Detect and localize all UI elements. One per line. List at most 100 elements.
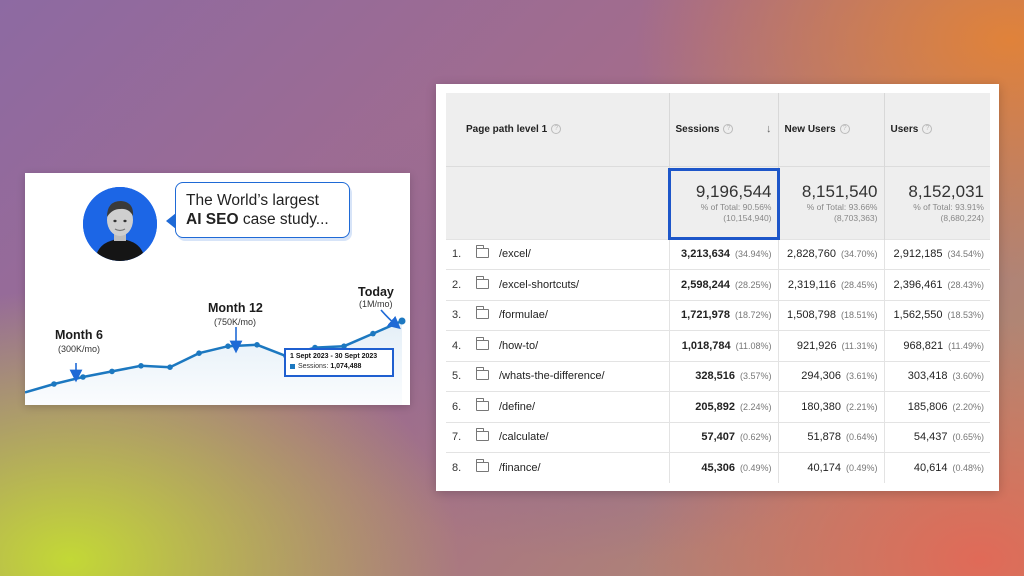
- sessions-percent: (34.94%): [734, 249, 772, 260]
- data-point: [51, 381, 57, 387]
- users-percent: (0.48%): [952, 463, 984, 473]
- table-row[interactable]: 3. /formulae/ 1,721,978 (18.72%) 1,508,798…: [446, 299, 990, 331]
- table-row[interactable]: 2. /excel-shortcuts/ 2,598,244 (28.25%) 2,…: [446, 269, 990, 300]
- page-path-link[interactable]: /formulae/: [499, 309, 548, 322]
- page-path-cell[interactable]: 8. /finance/: [446, 452, 670, 483]
- totals-new-users-cell: 8,151,540 % of Total: 93.66% (8,703,363): [778, 165, 885, 239]
- data-point: [80, 374, 86, 380]
- totals-users-overall: (8,680,224): [940, 212, 984, 223]
- sessions-cell: 1,018,784 (11.08%): [669, 330, 779, 361]
- table-row[interactable]: 4. /how-to/ 1,018,784 (11.08%) 921,926 (11.…: [446, 330, 990, 361]
- data-point: [370, 330, 376, 337]
- help-icon[interactable]: ?: [922, 124, 933, 135]
- sessions-value: 3,213,634: [681, 248, 730, 261]
- series-swatch-icon: [290, 363, 295, 369]
- table-row[interactable]: 1. /excel/ 3,213,634 (34.94%) 2,828,760 (34…: [446, 238, 990, 270]
- new-users-cell: 40,174 (0.49%): [778, 452, 885, 483]
- sessions-cell: 2,598,244 (28.25%): [669, 269, 779, 300]
- totals-new-users-overall: (8,703,363): [834, 212, 878, 223]
- month-12-value: (750K/mo): [214, 317, 257, 327]
- page-path-link[interactable]: /define/: [499, 400, 536, 413]
- page-path-table: Page path level 1? Sessions? ↓ New Users…: [446, 93, 990, 483]
- new-users-value: 2,828,760: [787, 248, 836, 261]
- sessions-percent: (2.24%): [739, 401, 772, 412]
- page-path-cell[interactable]: 7. /calculate/: [446, 421, 670, 453]
- row-index: 3.: [452, 309, 462, 322]
- new-users-percent: (34.70%): [840, 249, 878, 260]
- data-point: [398, 317, 406, 325]
- column-header-label: Sessions: [675, 123, 720, 135]
- sessions-value: 2,598,244: [681, 278, 730, 291]
- sessions-cell: 45,306 (0.49%): [669, 452, 779, 483]
- users-percent: (34.54%): [947, 249, 984, 260]
- data-point: [167, 364, 173, 370]
- page-path-link[interactable]: /calculate/: [499, 431, 549, 444]
- page-path-cell[interactable]: 5. /whats-the-difference/: [446, 360, 670, 392]
- table-row[interactable]: 8./finance/ 45,306 (0.49%) 40,174 (0.49%) …: [446, 452, 990, 483]
- data-point: [254, 342, 260, 348]
- users-value: 1,562,550: [893, 309, 943, 322]
- month-6-value: (300K/mo): [58, 344, 101, 354]
- help-icon[interactable]: ?: [839, 124, 850, 135]
- sessions-line: [25, 319, 403, 394]
- month-12-label: Month 12: [208, 301, 263, 315]
- data-point: [196, 350, 202, 356]
- new-users-value: 180,380: [801, 400, 841, 413]
- today-arrow: [380, 309, 401, 330]
- users-percent: (28.43%): [947, 279, 984, 290]
- users-cell: 185,806 (2.20%): [884, 391, 990, 422]
- totals-users-value: 8,152,031: [908, 181, 984, 201]
- folder-icon: [476, 306, 489, 320]
- column-header-page-path[interactable]: Page path level 1?: [446, 93, 670, 166]
- new-users-value: 2,319,116: [787, 278, 836, 291]
- page-path-cell[interactable]: 4. /how-to/: [446, 330, 670, 361]
- sessions-cell: 205,892 (2.24%): [669, 391, 779, 422]
- page-path-link[interactable]: /excel-shortcuts/: [499, 278, 580, 291]
- users-value: 185,806: [907, 400, 948, 413]
- bubble-text-line2: AI SEO case study...: [186, 210, 339, 230]
- table-row[interactable]: 6. /define/ 205,892 (2.24%) 180,380 (2.21%)…: [446, 391, 990, 422]
- users-percent: (3.60%): [952, 371, 984, 382]
- help-icon[interactable]: ?: [551, 124, 562, 135]
- folder-icon: [476, 245, 489, 259]
- sessions-value: 328,516: [695, 370, 735, 383]
- page-path-cell[interactable]: 1. /excel/: [446, 238, 670, 270]
- table-row[interactable]: 7. /calculate/ 57,407 (0.62%) 51,878 (0.64%…: [446, 421, 990, 453]
- new-users-value: 921,926: [796, 339, 837, 352]
- users-value: 2,396,461: [893, 278, 943, 291]
- folder-icon: [476, 459, 489, 472]
- row-index: 7.: [452, 431, 462, 444]
- new-users-percent: (0.49%): [845, 463, 878, 473]
- sessions-percent: (18.72%): [734, 310, 772, 321]
- column-header-users[interactable]: Users?: [884, 93, 990, 166]
- table-row[interactable]: 5./whats-the-difference/ 328,516 (3.57%) …: [446, 360, 990, 392]
- column-header-label: Page path level 1: [466, 123, 548, 135]
- page-path-link[interactable]: /finance/: [499, 462, 541, 474]
- users-value: 968,821: [903, 339, 944, 352]
- column-header-sessions[interactable]: Sessions? ↓: [669, 93, 779, 166]
- page-path-cell[interactable]: 2. /excel-shortcuts/: [446, 269, 670, 300]
- folder-icon: [476, 367, 489, 381]
- new-users-percent: (3.61%): [845, 371, 878, 382]
- users-percent: (2.20%): [952, 401, 984, 412]
- column-header-new-users[interactable]: New Users?: [778, 93, 885, 166]
- page-path-link[interactable]: /excel/: [499, 248, 531, 261]
- tooltip-sessions-row: Sessions: 1,074,488: [290, 362, 388, 372]
- page-path-cell[interactable]: 3. /formulae/: [446, 299, 670, 331]
- page-path-cell[interactable]: 6. /define/: [446, 391, 670, 422]
- page-path-link[interactable]: /how-to/: [499, 339, 539, 352]
- totals-sessions-value: 9,196,544: [695, 181, 772, 201]
- analytics-table-panel: Page path level 1? Sessions? ↓ New Users…: [436, 84, 999, 491]
- column-header-label: Users: [890, 123, 919, 135]
- page-path-link[interactable]: /whats-the-difference/: [499, 370, 605, 383]
- new-users-cell: 180,380 (2.21%): [778, 391, 885, 422]
- sort-descending-icon[interactable]: ↓: [766, 123, 772, 135]
- users-cell: 303,418 (3.60%): [884, 360, 990, 392]
- totals-sessions-cell: 9,196,544 % of Total: 90.56% (10,154,940…: [667, 165, 780, 240]
- sessions-growth-chart: [25, 309, 406, 405]
- help-icon[interactable]: ?: [723, 124, 734, 135]
- promo-card: The World’s largest AI SEO case study...…: [25, 173, 410, 405]
- folder-icon: [476, 336, 489, 350]
- new-users-cell: 2,319,116 (28.45%): [778, 269, 885, 300]
- new-users-value: 51,878: [807, 431, 841, 444]
